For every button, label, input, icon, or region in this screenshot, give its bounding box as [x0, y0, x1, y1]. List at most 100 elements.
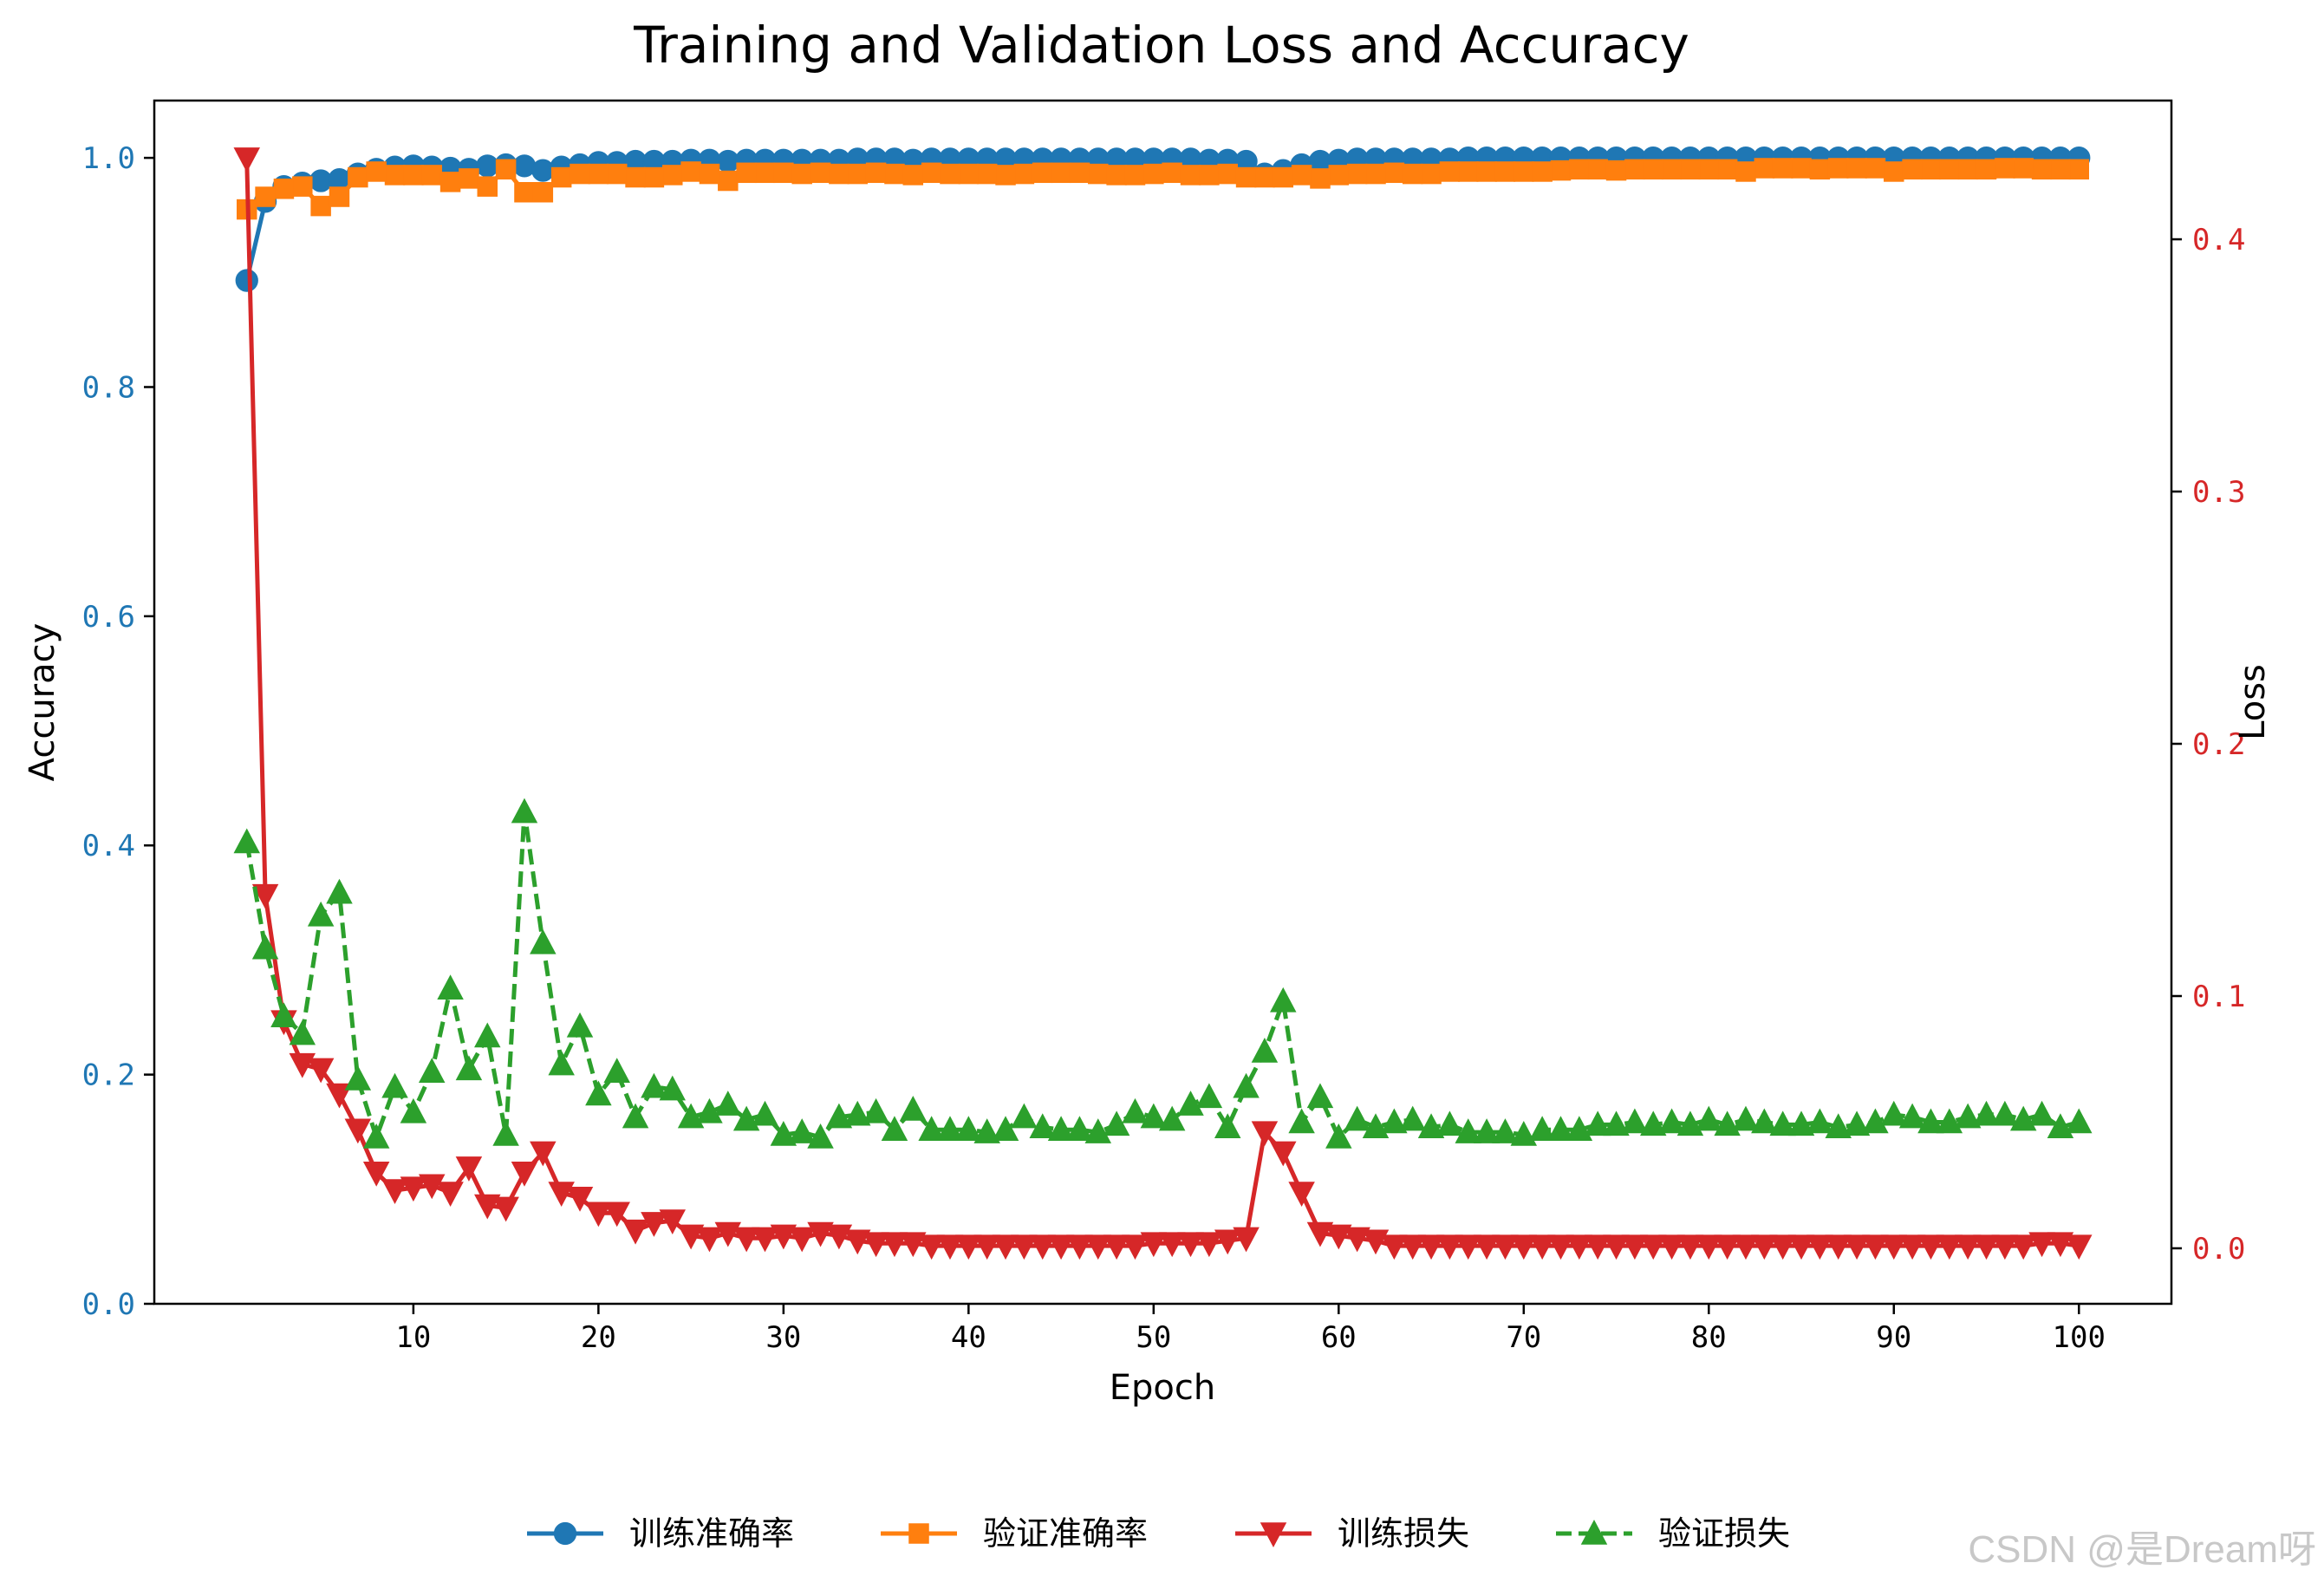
- val-loss-point: [455, 1055, 483, 1081]
- val-loss-point: [714, 1091, 742, 1116]
- train-loss-point: [1880, 1234, 1908, 1260]
- train-loss-point: [1825, 1234, 1852, 1260]
- val-accuracy-point: [1995, 158, 2015, 179]
- train-loss-point: [1473, 1234, 1501, 1260]
- val-loss-point: [548, 1050, 575, 1076]
- train-loss-point: [1917, 1234, 1944, 1260]
- train-loss-point: [1492, 1234, 1519, 1260]
- val-loss-point: [1658, 1108, 1685, 1134]
- train-loss-point: [1325, 1224, 1352, 1250]
- val-accuracy-point: [2013, 158, 2034, 179]
- val-accuracy-point: [1421, 163, 1442, 185]
- val-accuracy-point: [439, 172, 461, 192]
- val-loss-point: [418, 1058, 446, 1084]
- val-loss-point: [992, 1116, 1019, 1141]
- val-loss-point: [1344, 1105, 1370, 1131]
- train-loss-point: [659, 1209, 687, 1234]
- val-loss-point: [1787, 1110, 1815, 1136]
- train-loss-point: [1806, 1234, 1833, 1260]
- val-accuracy-point: [1106, 165, 1127, 186]
- val-accuracy-point: [1143, 163, 1164, 185]
- train-loss-point: [696, 1227, 723, 1253]
- val-loss-point: [1732, 1105, 1760, 1131]
- right-tick-label: 0.3: [2192, 475, 2245, 510]
- train-loss-point: [1843, 1234, 1871, 1260]
- val-accuracy-point: [292, 176, 313, 197]
- val-accuracy-point: [921, 162, 942, 184]
- val-loss-point: [233, 828, 260, 854]
- val-loss-point: [2028, 1100, 2055, 1126]
- train-loss-series: [233, 147, 2093, 1260]
- left-tick-label: 1.0: [82, 141, 135, 176]
- val-loss-point: [1047, 1116, 1075, 1141]
- val-accuracy-point: [1328, 165, 1350, 186]
- val-accuracy-point: [2068, 159, 2090, 180]
- val-loss-point: [770, 1121, 797, 1146]
- val-accuracy-point: [1698, 159, 1720, 180]
- train-loss-point: [1306, 1221, 1334, 1247]
- x-tick-label: 50: [1136, 1320, 1171, 1355]
- val-accuracy-point: [829, 163, 850, 185]
- train-loss-point: [622, 1219, 649, 1245]
- val-loss-point: [1751, 1108, 1778, 1134]
- x-tick-label: 70: [1506, 1320, 1541, 1355]
- train-loss-point: [1547, 1234, 1574, 1260]
- train-loss-point: [1696, 1234, 1722, 1260]
- val-loss-point: [1140, 1103, 1168, 1129]
- train-loss-point: [1270, 1141, 1297, 1167]
- val-loss-point: [1066, 1116, 1093, 1141]
- train-loss-point: [1417, 1234, 1445, 1260]
- val-accuracy-point: [1643, 159, 1663, 180]
- val-accuracy-point: [680, 161, 701, 182]
- val-accuracy-point: [1550, 160, 1572, 181]
- right-axis-ticks: 0.0 0.1 0.2 0.3 0.4: [2171, 223, 2245, 1267]
- val-accuracy-point: [1365, 163, 1386, 185]
- val-accuracy-point: [1476, 161, 1497, 182]
- left-tick-label: 0.8: [82, 370, 135, 405]
- left-tick-label: 0.6: [82, 600, 135, 635]
- right-tick-label: 0.4: [2192, 223, 2245, 257]
- left-tick-label: 0.0: [82, 1287, 135, 1322]
- val-accuracy-point: [1235, 166, 1257, 188]
- train-loss-point: [732, 1227, 760, 1253]
- train-loss-point: [603, 1202, 630, 1228]
- val-accuracy-point: [495, 159, 517, 180]
- train-loss-point: [1936, 1234, 1963, 1260]
- val-loss-point: [1306, 1083, 1334, 1109]
- val-loss-point: [622, 1103, 649, 1129]
- val-accuracy-point: [421, 165, 442, 186]
- train-loss-point: [1714, 1234, 1741, 1260]
- val-loss-point: [566, 1012, 594, 1038]
- train-loss-point: [1066, 1234, 1093, 1260]
- val-loss-point: [1233, 1072, 1260, 1098]
- val-loss-point: [1769, 1110, 1796, 1136]
- val-loss-point: [381, 1072, 408, 1098]
- val-accuracy-point: [736, 162, 757, 184]
- train-loss-point: [1455, 1234, 1481, 1260]
- x-axis-ticks: 10 20 30 40 50 60 70 80 90 100: [395, 1304, 2106, 1355]
- val-accuracy-point: [1827, 158, 1849, 179]
- val-loss-point: [585, 1080, 612, 1106]
- val-loss-point: [1158, 1105, 1186, 1131]
- val-accuracy-point: [1532, 161, 1553, 182]
- train-loss-point: [1251, 1121, 1279, 1147]
- val-loss-point: [1991, 1100, 2019, 1126]
- val-loss-point: [1436, 1110, 1463, 1136]
- val-loss-point: [1806, 1108, 1833, 1134]
- val-loss-point: [1528, 1116, 1556, 1141]
- val-loss-point: [844, 1100, 871, 1126]
- legend: 训练准确率 验证准确率 训练损失 验证损失: [527, 1514, 1790, 1553]
- val-loss-point: [881, 1116, 908, 1141]
- val-loss-point: [1843, 1110, 1871, 1136]
- train-loss-point: [992, 1234, 1019, 1260]
- val-accuracy-point: [310, 195, 331, 217]
- val-accuracy-point: [1273, 166, 1294, 188]
- train-loss-point: [1528, 1234, 1556, 1260]
- train-loss-point: [1898, 1234, 1926, 1260]
- val-accuracy-point: [1957, 159, 1978, 180]
- x-tick-label: 20: [581, 1320, 616, 1355]
- val-accuracy-point: [1735, 161, 1756, 182]
- train-loss-point: [492, 1196, 519, 1222]
- val-loss-point: [270, 1002, 297, 1028]
